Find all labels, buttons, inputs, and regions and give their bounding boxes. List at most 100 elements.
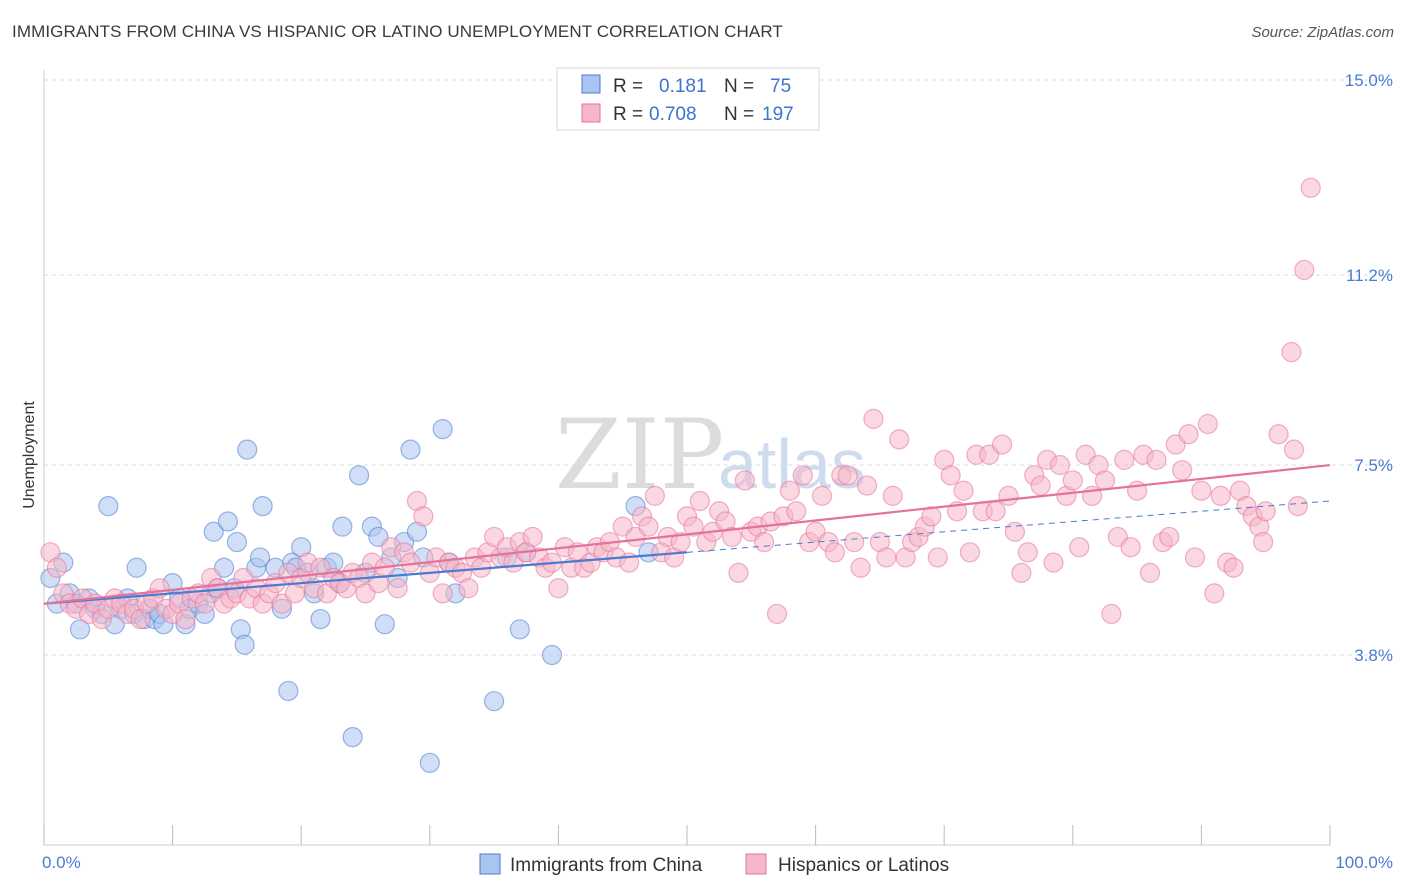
y-tick-label-2: 11.2% (1346, 266, 1393, 285)
point-hispanic-190 (1268, 424, 1289, 445)
legend-r-label-china: R = (613, 76, 643, 97)
point-hispanic-75 (522, 526, 543, 548)
point-hispanic-152 (1017, 542, 1038, 563)
point-hispanic-58 (413, 506, 434, 527)
point-hispanic-193 (1300, 177, 1321, 198)
trend-lines (43, 463, 1331, 605)
point-china-70 (509, 619, 530, 640)
point-hispanic-159 (1062, 470, 1083, 491)
point-hispanic-149 (998, 485, 1019, 506)
y-tick-label-3: 15.0% (1345, 71, 1393, 90)
point-hispanic-128 (863, 408, 884, 429)
point-china-64 (419, 752, 440, 773)
legend-bottom-swatch-china (479, 853, 501, 875)
y-tick-label-1: 7.5% (1354, 456, 1393, 475)
point-hispanic-127 (856, 475, 878, 496)
chart-source: Source: ZipAtlas.com (1251, 24, 1394, 41)
legend-n-label-hispanic: N = (724, 104, 754, 125)
point-hispanic-94 (644, 485, 665, 506)
legend-bottom-swatch-hispanic (745, 853, 767, 875)
point-hispanic-171 (1139, 562, 1161, 583)
legend-n-value-china: 75 (770, 76, 791, 97)
point-hispanic-101 (689, 490, 710, 512)
point-hispanic-160 (1069, 537, 1090, 558)
point-hispanic-106 (721, 526, 743, 548)
point-hispanic-178 (1184, 547, 1206, 568)
point-hispanic-176 (1172, 460, 1193, 481)
point-china-14 (126, 557, 147, 578)
point-china-51 (332, 516, 353, 537)
point-hispanic-117 (792, 465, 813, 486)
legend-r-value-china: 0.181 (659, 76, 707, 97)
point-china-41 (278, 680, 299, 702)
point-hispanic-174 (1159, 526, 1180, 548)
gridlines (44, 79, 1390, 656)
point-hispanic-24 (194, 593, 215, 614)
point-hispanic-189 (1255, 501, 1276, 522)
point-hispanic-137 (921, 506, 942, 527)
point-china-53 (348, 465, 370, 486)
point-hispanic-154 (1030, 475, 1051, 496)
legend-swatch-china (581, 74, 601, 94)
legend-bottom-label-hispanic: Hispanics or Latinos (778, 855, 949, 876)
point-hispanic-122 (824, 542, 845, 563)
point-hispanic-21 (175, 608, 196, 630)
legend-top: R = 0.181 N = 75 R = 0.708 N = 197 (556, 67, 820, 131)
legend-r-label-hispanic: R = (613, 104, 643, 125)
point-hispanic-98 (670, 531, 691, 553)
point-hispanic-192 (1294, 259, 1315, 281)
point-hispanic-150 (1004, 521, 1026, 542)
point-hispanic-194 (1287, 496, 1308, 517)
point-hispanic-182 (1210, 485, 1231, 506)
point-hispanic-142 (953, 480, 974, 501)
point-china-68 (484, 691, 505, 712)
point-hispanic-181 (1204, 583, 1225, 604)
point-hispanic-115 (779, 480, 800, 501)
point-hispanic-131 (882, 485, 903, 506)
axes (43, 70, 1331, 846)
point-hispanic-168 (1120, 537, 1141, 558)
point-china-5 (69, 619, 91, 640)
point-hispanic-65 (458, 578, 479, 599)
point-hispanic-184 (1223, 557, 1244, 578)
point-china-52 (342, 727, 363, 748)
x-tick-max: 100.0% (1335, 853, 1393, 872)
trend-line-hispanic (43, 463, 1331, 605)
point-hispanic-93 (638, 516, 659, 537)
point-hispanic-125 (844, 531, 865, 553)
x-tick-min: 0.0% (42, 853, 81, 872)
point-china-65 (432, 419, 453, 440)
legend-n-label-china: N = (724, 76, 754, 97)
point-hispanic-165 (1101, 603, 1122, 625)
point-china-35 (237, 439, 258, 460)
y-tick-label-0: 3.8% (1354, 646, 1393, 665)
trend-line-china (43, 551, 688, 605)
point-china-61 (400, 439, 421, 460)
point-hispanic-120 (811, 485, 833, 506)
point-hispanic-100 (683, 516, 704, 537)
point-china-27 (203, 521, 224, 542)
point-hispanic-132 (889, 429, 910, 450)
point-hispanic-1 (46, 557, 67, 578)
y-tick-labels: 3.8% 7.5% 11.2% 15.0% (1345, 71, 1393, 665)
point-china-38 (252, 496, 273, 517)
point-hispanic-195 (1253, 531, 1274, 553)
y-axis-label: Unemployment (21, 401, 38, 509)
point-hispanic-138 (927, 547, 948, 568)
point-hispanic-130 (876, 547, 897, 568)
point-hispanic-79 (548, 578, 569, 599)
point-hispanic-191 (1281, 341, 1302, 363)
point-china-9 (98, 496, 119, 517)
point-hispanic-113 (766, 603, 788, 625)
point-hispanic-148 (991, 434, 1013, 455)
legend-n-value-hispanic: 197 (762, 104, 794, 125)
point-china-34 (234, 634, 255, 655)
point-hispanic-167 (1114, 449, 1135, 471)
point-hispanic-151 (1011, 562, 1032, 583)
point-hispanic-143 (959, 542, 981, 563)
legend-r-value-hispanic: 0.708 (649, 104, 697, 125)
point-hispanic-107 (728, 562, 749, 583)
legend-bottom: Immigrants from China Hispanics or Latin… (479, 853, 949, 876)
point-china-72 (541, 644, 563, 666)
